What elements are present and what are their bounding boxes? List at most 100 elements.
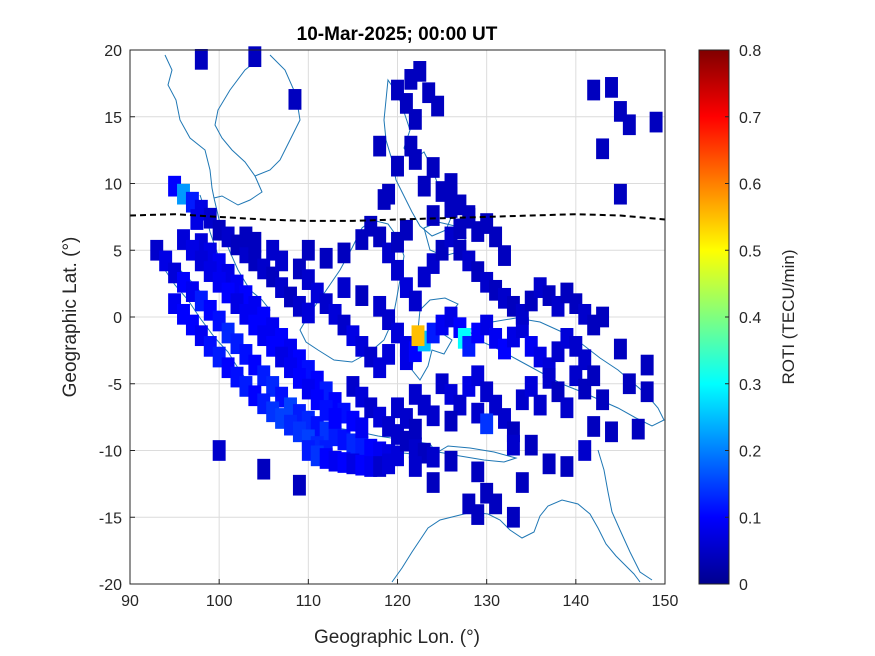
y-tick-label: -15 — [99, 510, 122, 527]
roti-cell — [212, 440, 226, 461]
roti-cell — [257, 458, 271, 480]
roti-cell — [408, 149, 422, 170]
colorbar-label: ROTI (TECU/min) — [779, 249, 798, 384]
roti-cell — [426, 446, 440, 468]
colorbar-tick-label: 0 — [739, 577, 748, 594]
roti-cell — [613, 338, 627, 360]
y-tick-label: 10 — [104, 177, 122, 194]
roti-cell — [408, 109, 422, 130]
roti-cell — [462, 205, 476, 226]
y-tick-label: 20 — [104, 43, 122, 60]
x-tick-label: 140 — [562, 593, 589, 610]
roti-cell — [596, 138, 610, 160]
roti-cell — [248, 46, 262, 68]
y-tick-label: -10 — [99, 444, 122, 461]
coastline-timor-islands — [436, 445, 518, 463]
roti-cell — [337, 277, 351, 298]
roti-cell — [190, 209, 204, 230]
roti-cell — [506, 506, 520, 528]
y-tick-label: 0 — [113, 310, 122, 327]
x-tick-label: 90 — [121, 593, 139, 610]
roti-cell — [373, 135, 387, 157]
roti-cell — [622, 114, 636, 136]
roti-cell — [587, 79, 601, 101]
roti-cell — [399, 219, 413, 241]
roti-cell — [413, 61, 427, 82]
x-tick-label: 130 — [473, 593, 500, 610]
roti-cell — [453, 394, 467, 416]
colorbar-tick-label: 0.8 — [739, 43, 761, 60]
coastline-vietnam-south — [213, 175, 263, 206]
roti-cell — [471, 461, 485, 483]
roti-cell — [337, 242, 351, 264]
roti-cell — [489, 226, 503, 248]
roti-cell — [382, 344, 396, 365]
roti-cell — [471, 365, 485, 387]
roti-cell — [613, 183, 627, 205]
roti-cell — [560, 397, 574, 419]
coastline-australia — [391, 499, 641, 583]
roti-cell — [649, 111, 663, 133]
roti-cell — [411, 325, 425, 347]
roti-cell — [328, 408, 342, 429]
roti-cell — [640, 354, 654, 376]
colorbar-tick-label: 0.5 — [739, 243, 761, 260]
x-tick-label: 150 — [652, 593, 679, 610]
roti-cell — [417, 175, 431, 197]
y-tick-labels: 20 15 10 5 0 -5 -10 -15 -20 — [99, 43, 135, 594]
roti-cell — [391, 155, 404, 177]
roti-cell — [515, 472, 529, 493]
x-tick-label: 110 — [296, 593, 322, 610]
roti-cell — [444, 410, 458, 432]
x-tick-label: 120 — [384, 593, 411, 610]
roti-cell — [248, 231, 262, 253]
roti-cell — [426, 405, 440, 427]
plot-area — [129, 46, 666, 585]
roti-cell — [640, 381, 654, 403]
coastline-cape-york — [597, 449, 653, 581]
roti-cell — [489, 493, 503, 515]
roti-cell — [426, 472, 440, 493]
roti-cell — [301, 239, 315, 261]
y-axis-label: Geographic Lat. (°) — [60, 237, 81, 398]
roti-cell — [194, 48, 208, 70]
colorbar-tick-label: 0.6 — [739, 177, 761, 194]
roti-cell — [275, 250, 289, 272]
colorbar-tick-label: 0.1 — [739, 510, 761, 527]
roti-cell — [288, 89, 302, 110]
roti-cell — [524, 376, 538, 397]
colorbar-tick-label: 0.3 — [739, 377, 761, 394]
roti-cell — [578, 349, 592, 371]
coastline-new-guinea — [467, 317, 665, 427]
roti-cell — [382, 183, 396, 205]
roti-cell — [391, 79, 404, 101]
roti-cell — [355, 285, 369, 306]
roti-cell — [319, 247, 333, 269]
coastline-myanmar-malay — [164, 54, 215, 199]
colorbar-tick-labels: 0 0.1 0.2 0.3 0.4 0.5 0.6 0.7 0.8 — [725, 43, 761, 594]
roti-cell — [533, 394, 547, 416]
roti-cell — [382, 453, 396, 475]
colorbar — [698, 49, 730, 585]
roti-cell — [426, 157, 440, 178]
roti-cell — [444, 450, 458, 472]
roti-cell — [524, 434, 538, 456]
roti-cell — [506, 434, 520, 456]
roti-cell — [551, 381, 565, 403]
roti-cell — [408, 418, 422, 440]
roti-cell — [605, 421, 618, 443]
y-tick-label: 5 — [113, 243, 122, 260]
x-tick-label: 100 — [206, 593, 233, 610]
colorbar-tick-label: 0.2 — [739, 444, 761, 461]
roti-cell — [587, 365, 601, 387]
roti-cell — [408, 290, 422, 312]
roti-cell — [480, 413, 494, 435]
roti-cell — [578, 440, 592, 461]
roti-cell — [631, 418, 645, 440]
colorbar-tick-label: 0.4 — [739, 310, 761, 327]
roti-cell — [431, 95, 445, 117]
roti-cell — [605, 77, 618, 98]
roti-cell — [355, 417, 369, 439]
x-tick-labels: 90 100 110 120 130 140 150 — [121, 579, 678, 610]
